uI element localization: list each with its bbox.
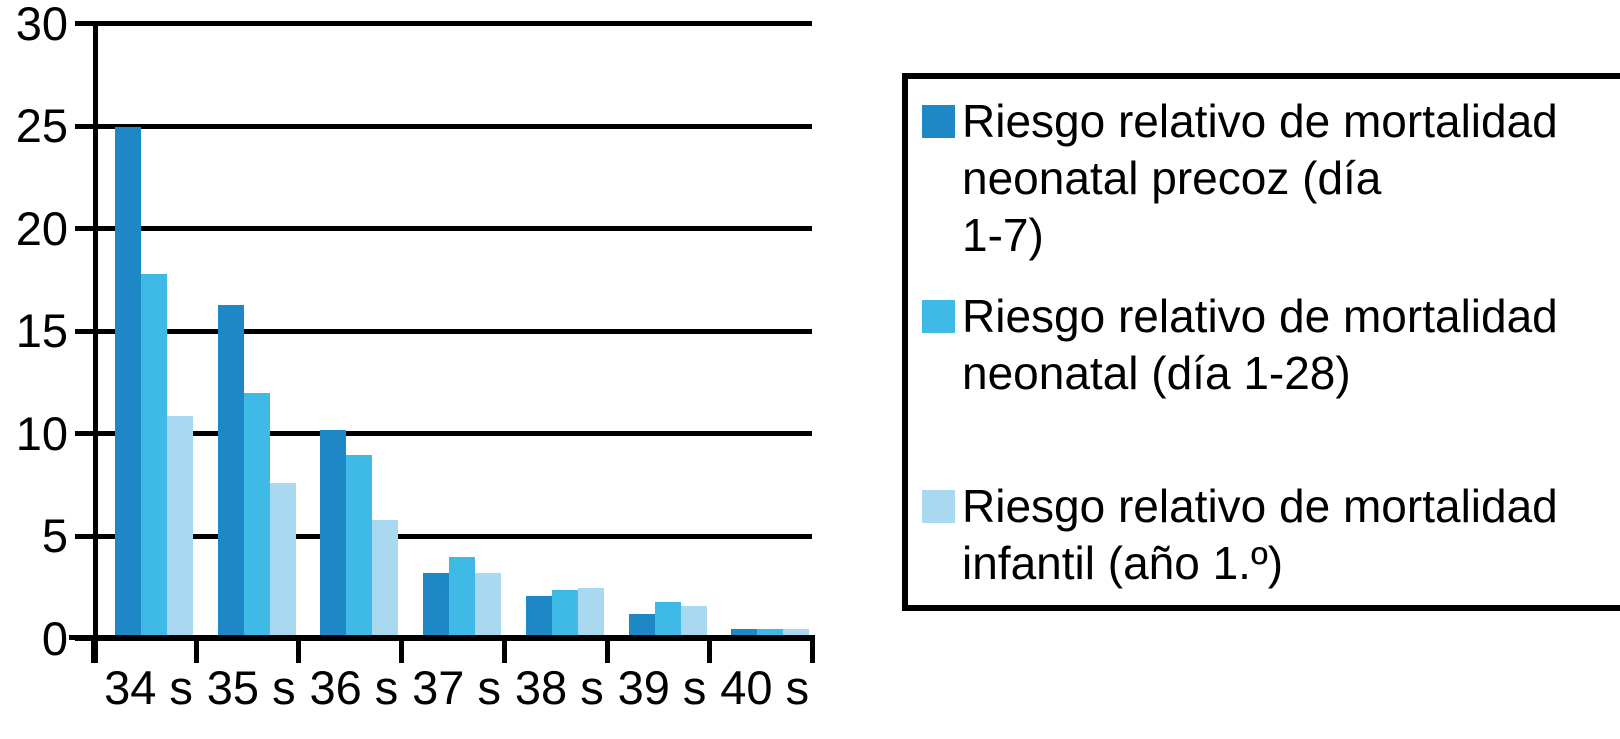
legend-label-line: Riesgo relativo de mortalidad [962, 95, 1558, 147]
bar [757, 629, 784, 635]
bar [372, 520, 399, 635]
legend-swatch [922, 490, 955, 523]
legend-row: Riesgo relativo de mortalidad neonatal pr… [922, 93, 1620, 264]
x-tick-label: 37 s [412, 661, 502, 714]
y-tick-label: 20 [15, 201, 68, 255]
legend-label-line: neonatal precoz (día [962, 152, 1382, 204]
bar [628, 614, 655, 635]
legend-label: Riesgo relativo de mortalidad neonatal (d… [962, 288, 1558, 402]
y-tick-label: 5 [41, 509, 68, 562]
x-tick-label: 40 s [720, 661, 810, 714]
x-tick-label: 38 s [514, 661, 604, 714]
bar [731, 629, 758, 635]
bar [346, 455, 373, 635]
bar [243, 393, 270, 635]
legend-row: Riesgo relativo de mortalidad infantil (a… [922, 478, 1620, 592]
bar [449, 557, 476, 635]
x-axis-tick [809, 635, 815, 663]
gridline [75, 123, 812, 129]
gridline [75, 431, 812, 436]
gridline [75, 533, 812, 539]
legend-row: Riesgo relativo de mortalidad neonatal (d… [922, 288, 1620, 402]
legend-label: Riesgo relativo de mortalidad neonatal pr… [962, 93, 1558, 264]
legend-label-line: neonatal (día 1-28) [962, 347, 1351, 399]
bar [551, 590, 578, 635]
bar [141, 274, 167, 635]
x-axis-tick [193, 635, 199, 663]
x-axis-tick [707, 635, 713, 663]
bar [654, 602, 681, 635]
bar [783, 629, 810, 635]
legend-label-line: infantil (año 1.º) [962, 537, 1284, 589]
gridline [75, 328, 812, 334]
y-axis-line [93, 23, 98, 663]
x-axis-tick [296, 635, 302, 663]
y-tick-label: 25 [15, 99, 68, 152]
y-tick-label: 30 [15, 0, 68, 50]
x-axis-tick [399, 635, 405, 663]
x-tick-label: 35 s [206, 661, 296, 714]
bar [115, 127, 141, 635]
legend: Riesgo relativo de mortalidad neonatal pr… [902, 73, 1620, 611]
bar [525, 596, 552, 635]
x-axis-tick [604, 635, 610, 663]
y-tick-label: 15 [15, 304, 68, 357]
legend-swatch [922, 105, 955, 138]
x-tick-label: 34 s [104, 661, 193, 714]
y-tick-label: 10 [15, 406, 68, 460]
bar [680, 606, 707, 635]
gridline [75, 21, 812, 26]
x-tick-label: 36 s [309, 661, 399, 714]
bar [577, 588, 604, 635]
legend-label-line: 1-7) [962, 209, 1044, 261]
x-axis-tick [91, 635, 96, 663]
bar [423, 573, 450, 635]
x-tick-label: 39 s [617, 661, 707, 714]
y-tick-label: 0 [41, 611, 68, 665]
bar [320, 430, 347, 635]
x-axis-line [69, 635, 812, 640]
bar [475, 573, 502, 635]
gridline [75, 226, 812, 231]
legend-label-line: Riesgo relativo de mortalidad [962, 480, 1558, 532]
legend-label: Riesgo relativo de mortalidad infantil (a… [962, 478, 1558, 592]
bar [167, 416, 193, 635]
plot-area [69, 21, 815, 663]
bar [269, 483, 296, 635]
legend-swatch [922, 300, 955, 333]
legend-label-line: Riesgo relativo de mortalidad [962, 290, 1558, 342]
bar [217, 305, 244, 635]
x-axis-tick [501, 635, 507, 663]
